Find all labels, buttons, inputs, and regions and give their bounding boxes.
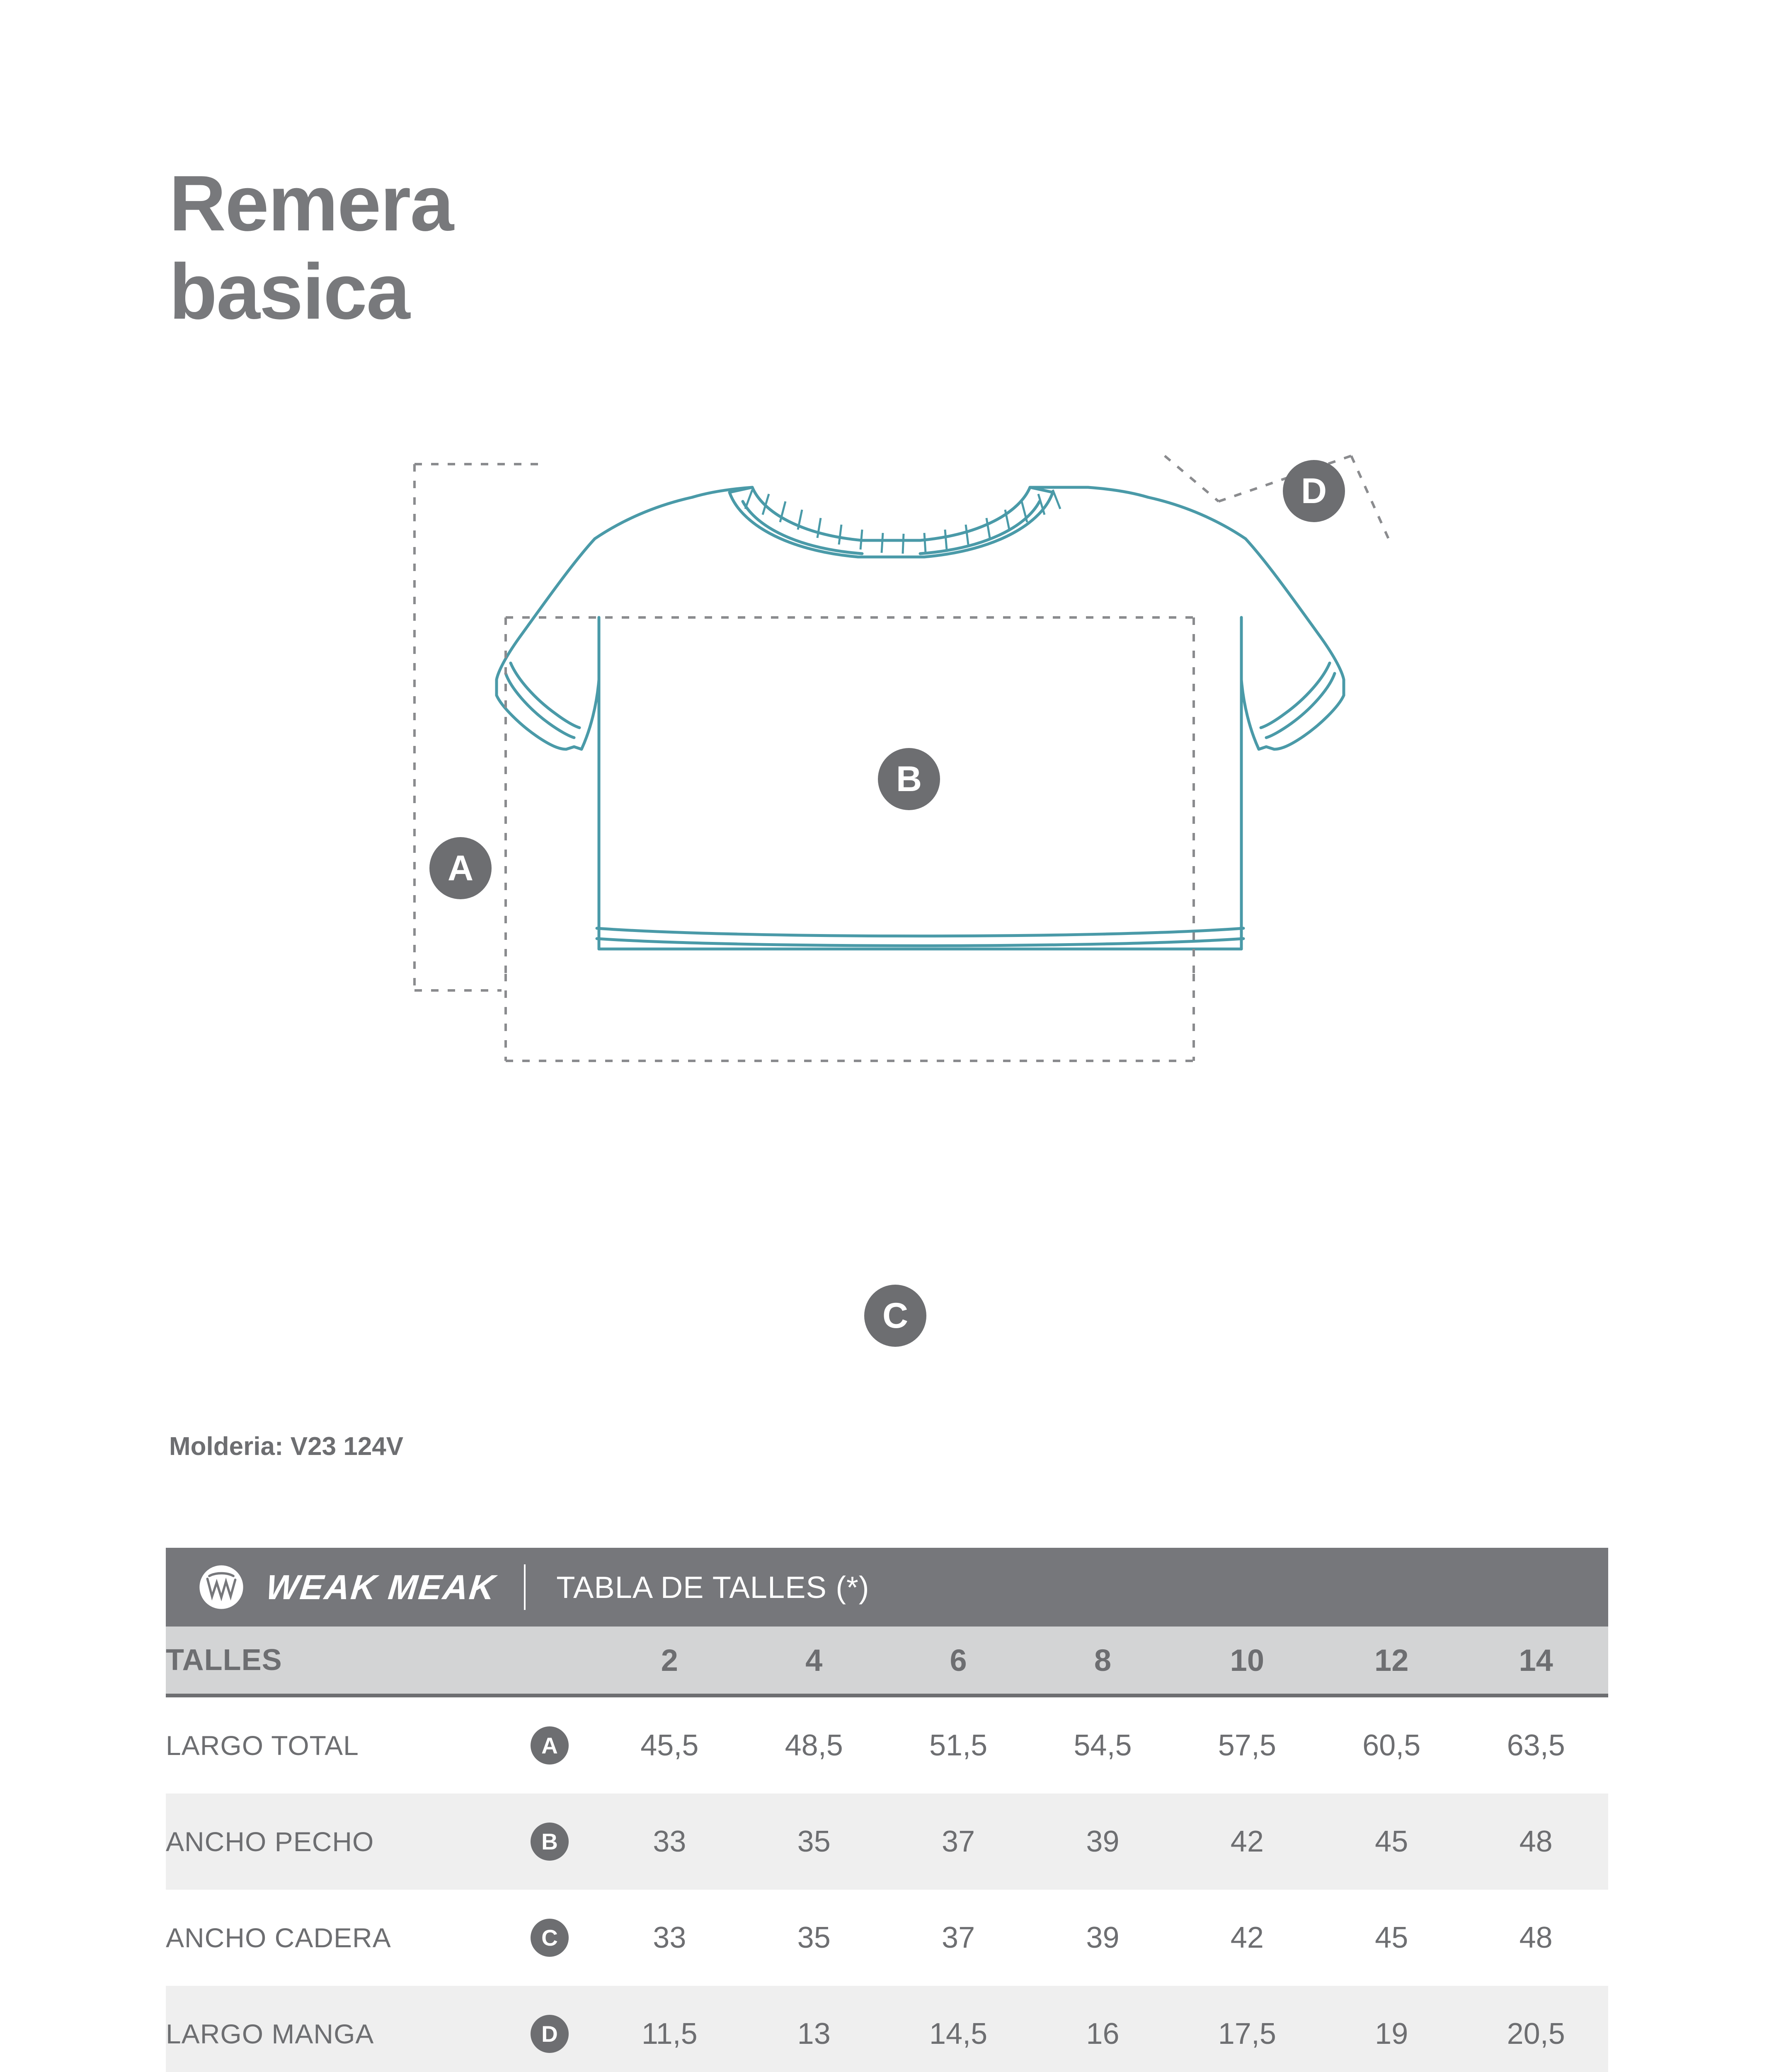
cell-ancho-pecho-6: 37 [886,1794,1031,1890]
diagram-callout-d: D [1283,460,1345,522]
brand-name: WEAK MEAK [264,1567,498,1607]
row-label-ancho-cadera: ANCHO CADERA [166,1890,502,1986]
row-badge-a: A [531,1726,569,1765]
table-row: ANCHO PECHO B 33 35 37 39 42 45 48 [166,1794,1608,1890]
cell-largo-manga-4: 13 [742,1986,886,2072]
cell-largo-manga-14: 20,5 [1464,1986,1608,2072]
cell-ancho-cadera-10: 42 [1175,1890,1320,1986]
cell-largo-total-6: 51,5 [886,1695,1031,1794]
row-badge-b: B [531,1823,569,1861]
cell-largo-manga-2: 11,5 [597,1986,742,2072]
cell-largo-total-14: 63,5 [1464,1695,1608,1794]
row-badge-cell-a: A [502,1695,598,1794]
table-row: LARGO TOTAL A 45,5 48,5 51,5 54,5 57,5 6… [166,1695,1608,1794]
molderia-code: Molderia: V23 124V [169,1432,404,1461]
title-line-1: Remera [169,160,454,247]
diagram-callout-a: A [429,837,492,899]
row-badge-cell-d: D [502,1986,598,2072]
table-brand-header: WEAK MEAK TABLA DE TALLES (*) [166,1548,1608,1627]
cell-ancho-pecho-14: 48 [1464,1794,1608,1890]
size-header-6: 14 [1464,1627,1608,1697]
cell-largo-total-4: 48,5 [742,1695,886,1794]
row-label-largo-total: LARGO TOTAL [166,1695,502,1794]
cell-ancho-pecho-10: 42 [1175,1794,1320,1890]
table-sizes-header-row: TALLES 2 4 6 8 10 12 14 [166,1627,1608,1697]
cell-ancho-cadera-8: 39 [1030,1890,1175,1986]
row-badge-c: C [531,1919,569,1957]
cell-ancho-cadera-14: 48 [1464,1890,1608,1986]
cell-ancho-cadera-6: 37 [886,1890,1031,1986]
size-header-4: 10 [1175,1627,1320,1697]
sizes-header-label: TALLES [166,1627,598,1697]
size-table-container: WEAK MEAK TABLA DE TALLES (*) TALLES 2 4… [166,1548,1608,2072]
cell-largo-total-12: 60,5 [1319,1695,1464,1794]
table-row: ANCHO CADERA C 33 35 37 39 42 45 48 [166,1890,1608,1986]
cell-largo-manga-10: 17,5 [1175,1986,1320,2072]
cell-largo-total-8: 54,5 [1030,1695,1175,1794]
tshirt-technical-drawing [365,439,1476,1388]
page-title: Remera basica [169,160,832,336]
cell-ancho-cadera-4: 35 [742,1890,886,1986]
size-header-5: 12 [1319,1627,1464,1697]
diagram-callout-c: C [864,1285,926,1347]
row-label-largo-manga: LARGO MANGA [166,1986,502,2072]
cell-ancho-cadera-12: 45 [1319,1890,1464,1986]
brand-divider [524,1564,526,1610]
cell-ancho-cadera-2: 33 [597,1890,742,1986]
cell-ancho-pecho-8: 39 [1030,1794,1175,1890]
row-badge-d: D [531,2015,569,2053]
cell-largo-manga-6: 14,5 [886,1986,1031,2072]
table-row: LARGO MANGA D 11,5 13 14,5 16 17,5 19 20… [166,1986,1608,2072]
diagram-callout-b: B [878,748,940,810]
cell-largo-manga-12: 19 [1319,1986,1464,2072]
row-badge-cell-b: B [502,1794,598,1890]
cell-ancho-pecho-12: 45 [1319,1794,1464,1890]
size-header-2: 6 [886,1627,1031,1697]
table-subtitle: TABLA DE TALLES (*) [556,1570,870,1605]
cell-largo-total-2: 45,5 [597,1695,742,1794]
cell-ancho-pecho-4: 35 [742,1794,886,1890]
title-line-2: basica [169,247,410,336]
size-header-1: 4 [742,1627,886,1697]
row-badge-cell-c: C [502,1890,598,1986]
size-table: WEAK MEAK TABLA DE TALLES (*) TALLES 2 4… [166,1548,1608,2072]
cell-largo-manga-8: 16 [1030,1986,1175,2072]
cell-ancho-pecho-2: 33 [597,1794,742,1890]
row-label-ancho-pecho: ANCHO PECHO [166,1794,502,1890]
weak-meak-circle-logo-icon [199,1565,243,1609]
cell-largo-total-10: 57,5 [1175,1695,1320,1794]
size-header-0: 2 [597,1627,742,1697]
size-header-3: 8 [1030,1627,1175,1697]
